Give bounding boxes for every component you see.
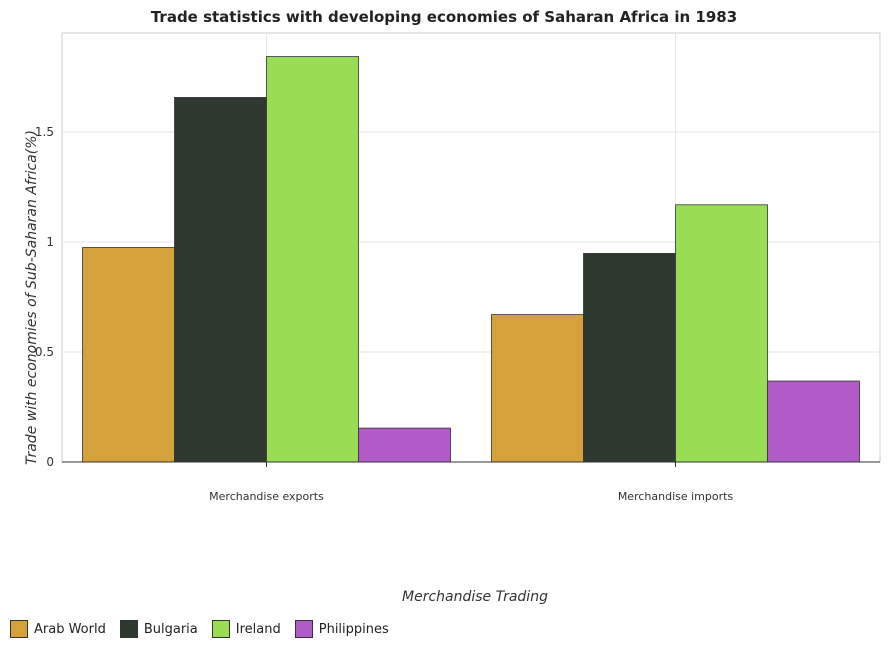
x-tick-label: Merchandise imports <box>618 490 734 503</box>
bar-philippines <box>358 427 451 463</box>
bar-arab-world <box>491 314 584 463</box>
y-tick-label: 1.5 <box>35 125 54 139</box>
bar-arab-world <box>82 247 175 463</box>
legend-swatch <box>10 620 28 638</box>
legend-label: Philippines <box>318 621 389 637</box>
bar-ireland <box>266 56 359 463</box>
legend-swatch <box>294 620 313 638</box>
legend-label: Ireland <box>235 621 281 637</box>
legend-item: Bulgaria <box>119 620 198 638</box>
legend-item: Philippines <box>294 620 389 638</box>
legend-swatch <box>119 620 138 638</box>
bar-ireland <box>675 204 768 463</box>
x-tick-label: Merchandise exports <box>209 490 324 503</box>
legend-label: Bulgaria <box>143 621 198 637</box>
legend-item: Arab World <box>10 620 106 638</box>
legend-label: Arab World <box>34 621 106 637</box>
chart-title: Trade statistics with developing economi… <box>150 8 738 26</box>
y-tick-label: 1 <box>46 235 54 249</box>
y-tick-label: 0.5 <box>35 345 54 359</box>
y-tick-label: 0 <box>46 455 54 469</box>
legend: Arab World Bulgaria Ireland Philippines <box>10 620 389 638</box>
bar-bulgaria <box>583 253 676 463</box>
legend-item: Ireland <box>211 620 281 638</box>
x-axis-label: Merchandise Trading <box>402 589 548 605</box>
bar-bulgaria <box>174 97 267 463</box>
legend-swatch <box>211 620 230 638</box>
bar-philippines <box>767 380 860 463</box>
